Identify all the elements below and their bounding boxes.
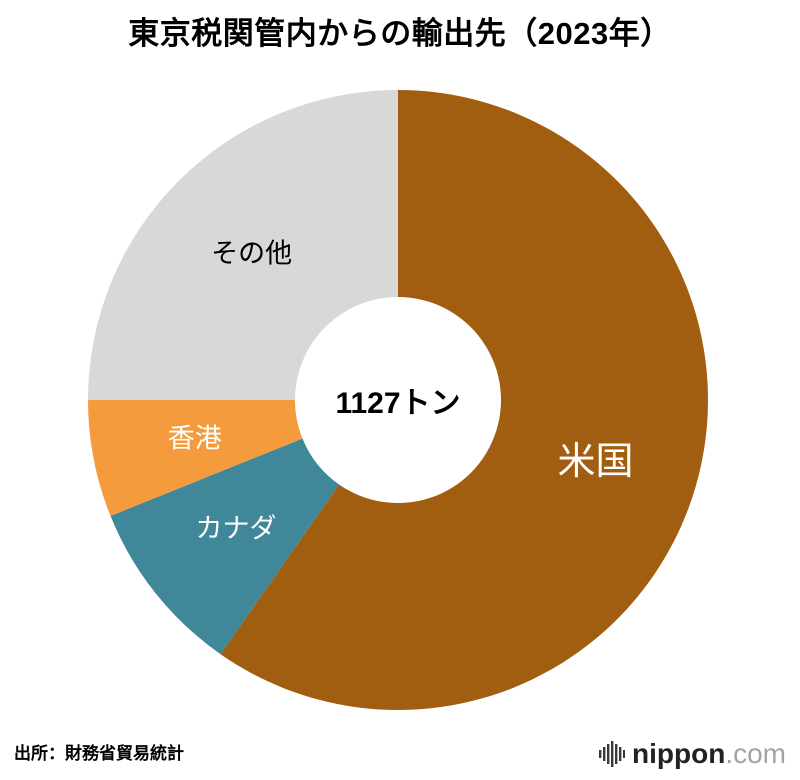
logo-tld-text: .com [725,738,786,769]
logo-text: nippon.com [632,740,786,768]
pie-slice-カナダ [110,438,340,655]
slice-label-香港: 香港 [167,423,222,454]
nippon-logo: nippon.com [599,740,786,768]
logo-brand-text: nippon [632,738,726,769]
pie-slice-米国 [220,90,708,710]
slice-label-米国: 米国 [557,441,634,484]
pie-slice-その他 [88,90,398,400]
source-note: 出所：財務省貿易統計 [14,744,184,763]
slice-label-カナダ: カナダ [195,513,277,544]
pie-slice-香港 [87,400,303,516]
chart-title: 東京税関管内からの輸出先（2023年） [128,16,672,51]
nippon-logo-bars-icon [599,741,626,767]
center-total-label: 1127トン [335,387,461,420]
slice-label-その他: その他 [211,238,293,269]
